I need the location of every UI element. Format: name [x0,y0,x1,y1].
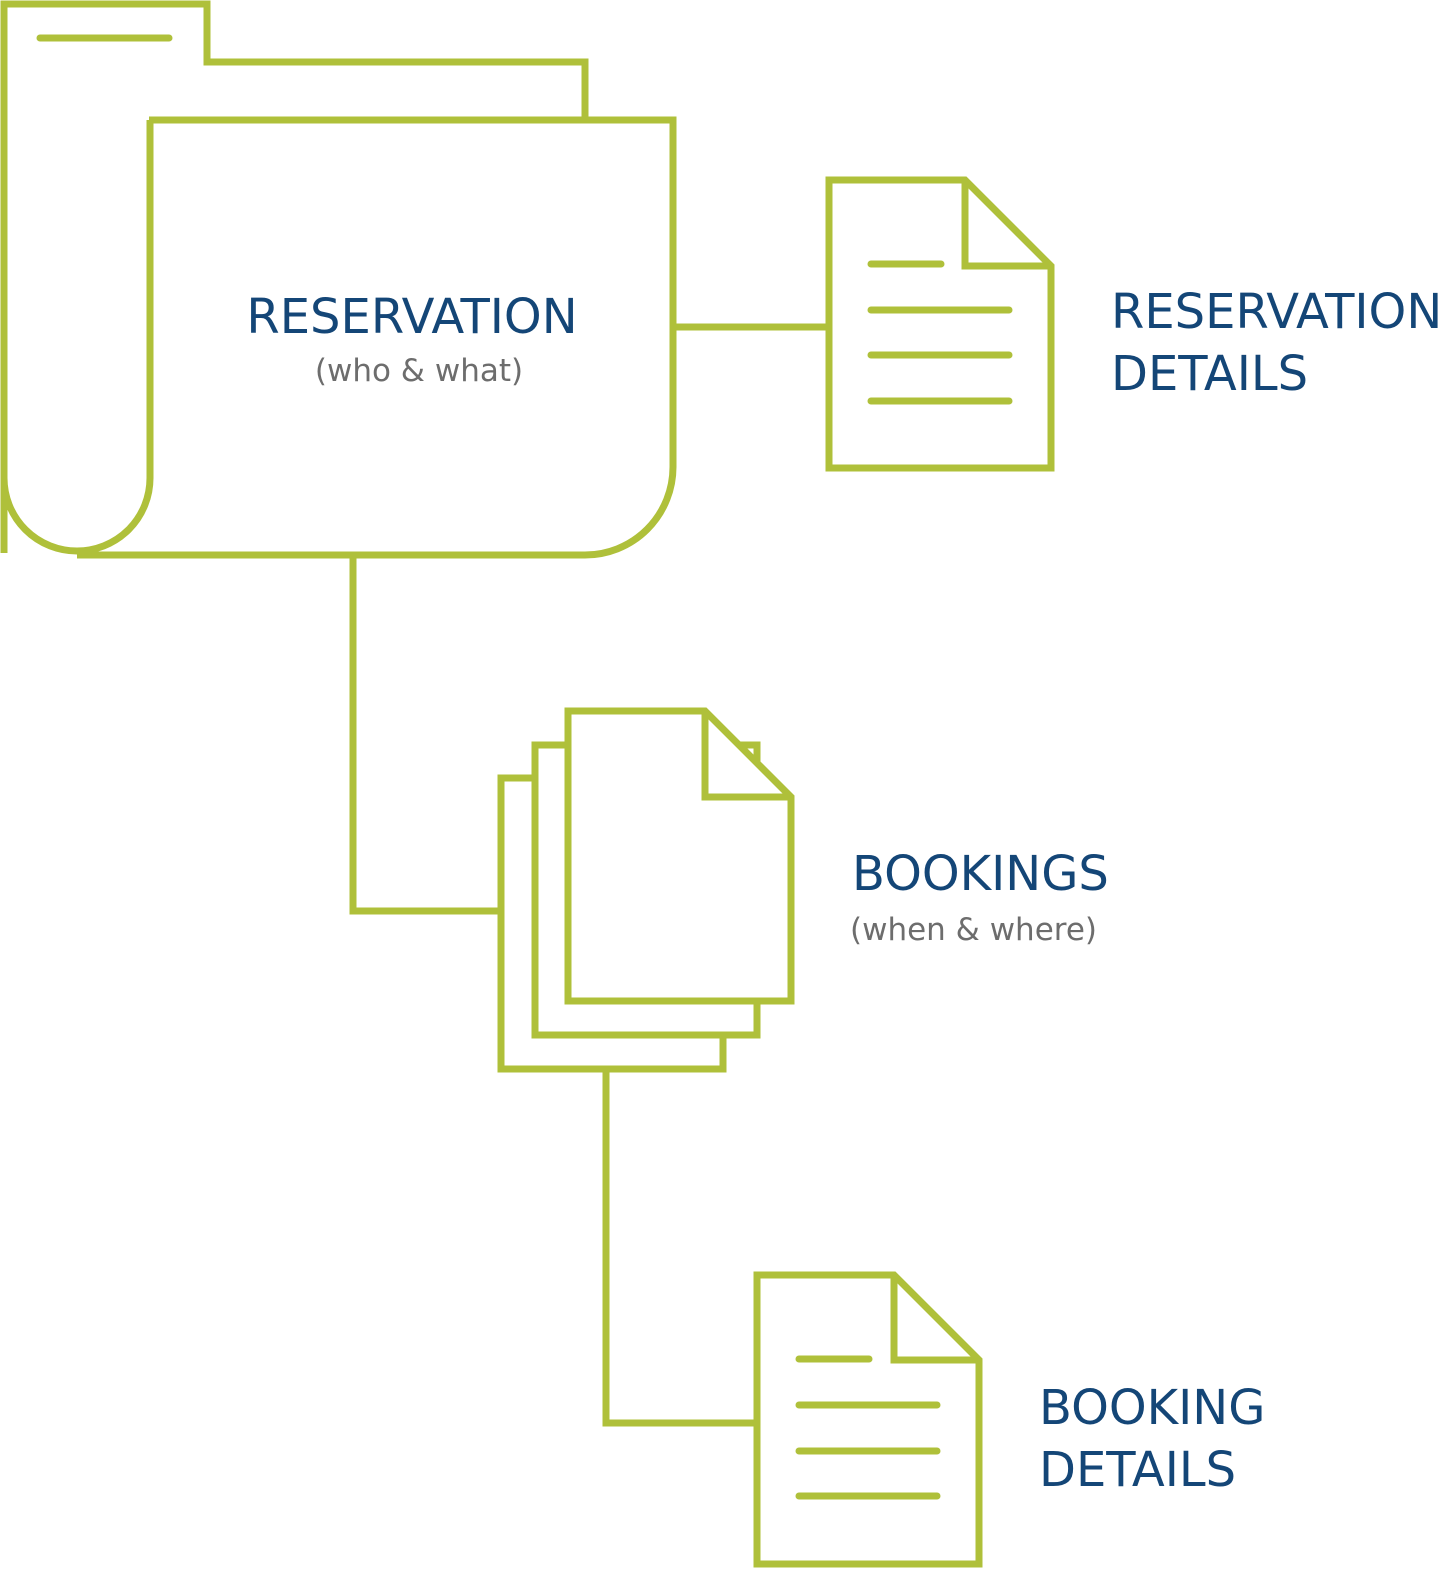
bookings-subtitle: (when & where) [850,912,1097,948]
reservation-details-document-icon [825,176,1055,472]
folder-back-tab [0,0,589,553]
booking-details-document-icon [753,1271,983,1568]
stacked-page-front [564,707,795,1005]
reservation-details-label-line1: RESERVATION [1111,284,1442,340]
connector-reservation-to-bookings [349,555,501,915]
document-fold [961,180,1051,270]
reservation-title: RESERVATION [246,289,577,345]
document-fold [890,1275,979,1364]
connectors [349,323,829,1427]
stacked-page-front-fold [701,711,791,801]
booking-details-label-line2: DETAILS [1039,1442,1236,1498]
booking-details-label-line1: BOOKING [1039,1380,1265,1436]
reservation-subtitle: (who & what) [315,353,523,389]
bookings-title: BOOKINGS [852,846,1109,902]
folder-roll-curl [0,120,154,555]
reservation-details-label-line2: DETAILS [1111,346,1308,402]
document-outline [825,176,1055,472]
folder-front [77,116,677,559]
folder-icon [0,0,677,559]
bookings-stacked-documents-icon [497,707,795,1073]
document-outline [753,1271,983,1568]
connector-bookings-to-booking-details [602,1069,757,1427]
